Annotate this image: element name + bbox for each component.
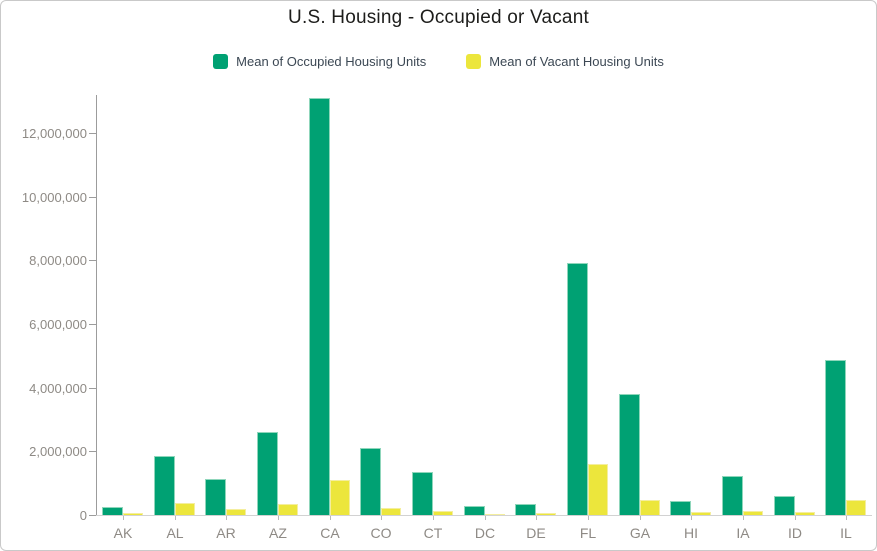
bar-occupied-AR[interactable] bbox=[205, 479, 226, 515]
bar-vacant-IA[interactable] bbox=[743, 511, 763, 515]
bar-vacant-DE[interactable] bbox=[536, 513, 556, 515]
bar-vacant-IL[interactable] bbox=[846, 500, 866, 515]
x-axis-tick-label: HI bbox=[684, 525, 698, 541]
y-axis-tick bbox=[89, 260, 96, 261]
x-axis-tick bbox=[743, 516, 744, 520]
y-axis-tick-label: 0 bbox=[79, 508, 87, 523]
bar-occupied-AZ[interactable] bbox=[257, 432, 278, 515]
y-axis-tick bbox=[89, 515, 96, 516]
y-axis-tick bbox=[89, 451, 96, 452]
bar-vacant-AZ[interactable] bbox=[278, 504, 298, 515]
y-axis-tick-label: 8,000,000 bbox=[29, 253, 87, 268]
y-axis-tick bbox=[89, 388, 96, 389]
x-axis-tick-label: CO bbox=[370, 525, 392, 541]
bar-occupied-IL[interactable] bbox=[825, 360, 846, 515]
bar-occupied-ID[interactable] bbox=[774, 496, 795, 515]
x-axis-tick bbox=[433, 516, 434, 520]
occupied-swatch-icon bbox=[213, 54, 229, 69]
x-axis-tick-label: AL bbox=[166, 525, 184, 541]
bar-vacant-FL[interactable] bbox=[588, 464, 608, 515]
bar-occupied-DC[interactable] bbox=[464, 506, 485, 515]
bar-vacant-AL[interactable] bbox=[175, 503, 195, 515]
bar-vacant-CA[interactable] bbox=[330, 480, 350, 515]
x-axis-tick bbox=[846, 516, 847, 520]
y-axis-tick bbox=[89, 324, 96, 325]
bar-occupied-IA[interactable] bbox=[722, 476, 743, 515]
bar-occupied-FL[interactable] bbox=[567, 263, 588, 515]
x-axis-tick-label: GA bbox=[629, 525, 651, 541]
x-axis-tick bbox=[278, 516, 279, 520]
x-axis-tick-label: ID bbox=[788, 525, 802, 541]
bar-vacant-ID[interactable] bbox=[795, 512, 815, 515]
bar-occupied-AL[interactable] bbox=[154, 456, 175, 515]
bar-occupied-CT[interactable] bbox=[412, 472, 433, 515]
x-axis-tick bbox=[330, 516, 331, 520]
bar-occupied-CA[interactable] bbox=[309, 98, 330, 515]
x-axis-tick-label: IL bbox=[840, 525, 852, 541]
x-axis-tick-label: AK bbox=[113, 525, 133, 541]
x-axis-tick-label: CT bbox=[423, 525, 443, 541]
vacant-swatch-icon bbox=[466, 54, 482, 69]
y-axis-tick-label: 6,000,000 bbox=[29, 317, 87, 332]
bar-vacant-AR[interactable] bbox=[226, 509, 246, 515]
x-axis-tick bbox=[381, 516, 382, 520]
legend-label-vacant: Mean of Vacant Housing Units bbox=[489, 54, 664, 69]
y-axis-tick-label: 12,000,000 bbox=[21, 126, 87, 141]
legend-item-vacant[interactable]: Mean of Vacant Housing Units bbox=[466, 54, 664, 69]
bar-vacant-AK[interactable] bbox=[123, 513, 143, 515]
y-axis-tick bbox=[89, 133, 96, 134]
y-axis-line bbox=[96, 95, 97, 515]
x-axis-tick bbox=[691, 516, 692, 520]
y-axis-tick-label: 4,000,000 bbox=[29, 381, 87, 396]
x-axis-tick-label: AZ bbox=[269, 525, 287, 541]
y-axis-tick bbox=[89, 197, 96, 198]
x-axis-tick bbox=[226, 516, 227, 520]
x-axis-line bbox=[96, 515, 872, 516]
x-axis-tick bbox=[485, 516, 486, 520]
bar-vacant-CT[interactable] bbox=[433, 511, 453, 515]
x-axis-tick-label: DC bbox=[474, 525, 496, 541]
bar-occupied-CO[interactable] bbox=[360, 448, 381, 515]
x-axis-tick bbox=[536, 516, 537, 520]
x-axis-tick bbox=[175, 516, 176, 520]
bar-occupied-HI[interactable] bbox=[670, 501, 691, 515]
bar-vacant-GA[interactable] bbox=[640, 500, 660, 515]
chart-legend: Mean of Occupied Housing Units Mean of V… bbox=[1, 54, 876, 69]
x-axis-tick bbox=[588, 516, 589, 520]
bar-occupied-DE[interactable] bbox=[515, 504, 536, 515]
x-axis-tick bbox=[640, 516, 641, 520]
x-axis-tick-label: AR bbox=[216, 525, 236, 541]
x-axis-tick-label: IA bbox=[736, 525, 750, 541]
chart-title: U.S. Housing - Occupied or Vacant bbox=[288, 7, 589, 28]
x-axis-tick-label: FL bbox=[579, 525, 597, 541]
bar-occupied-AK[interactable] bbox=[102, 507, 123, 515]
legend-label-occupied: Mean of Occupied Housing Units bbox=[236, 54, 427, 69]
bar-vacant-CO[interactable] bbox=[381, 508, 401, 515]
bar-vacant-HI[interactable] bbox=[691, 512, 711, 515]
y-axis-tick-label: 10,000,000 bbox=[21, 190, 87, 205]
bar-occupied-GA[interactable] bbox=[619, 394, 640, 515]
x-axis-tick-label: CA bbox=[320, 525, 340, 541]
legend-item-occupied[interactable]: Mean of Occupied Housing Units bbox=[213, 54, 426, 69]
bar-vacant-DC[interactable] bbox=[485, 514, 505, 515]
y-axis-tick-label: 2,000,000 bbox=[29, 444, 87, 459]
x-axis-tick bbox=[123, 516, 124, 520]
x-axis-tick bbox=[795, 516, 796, 520]
x-axis-tick-label: DE bbox=[526, 525, 546, 541]
